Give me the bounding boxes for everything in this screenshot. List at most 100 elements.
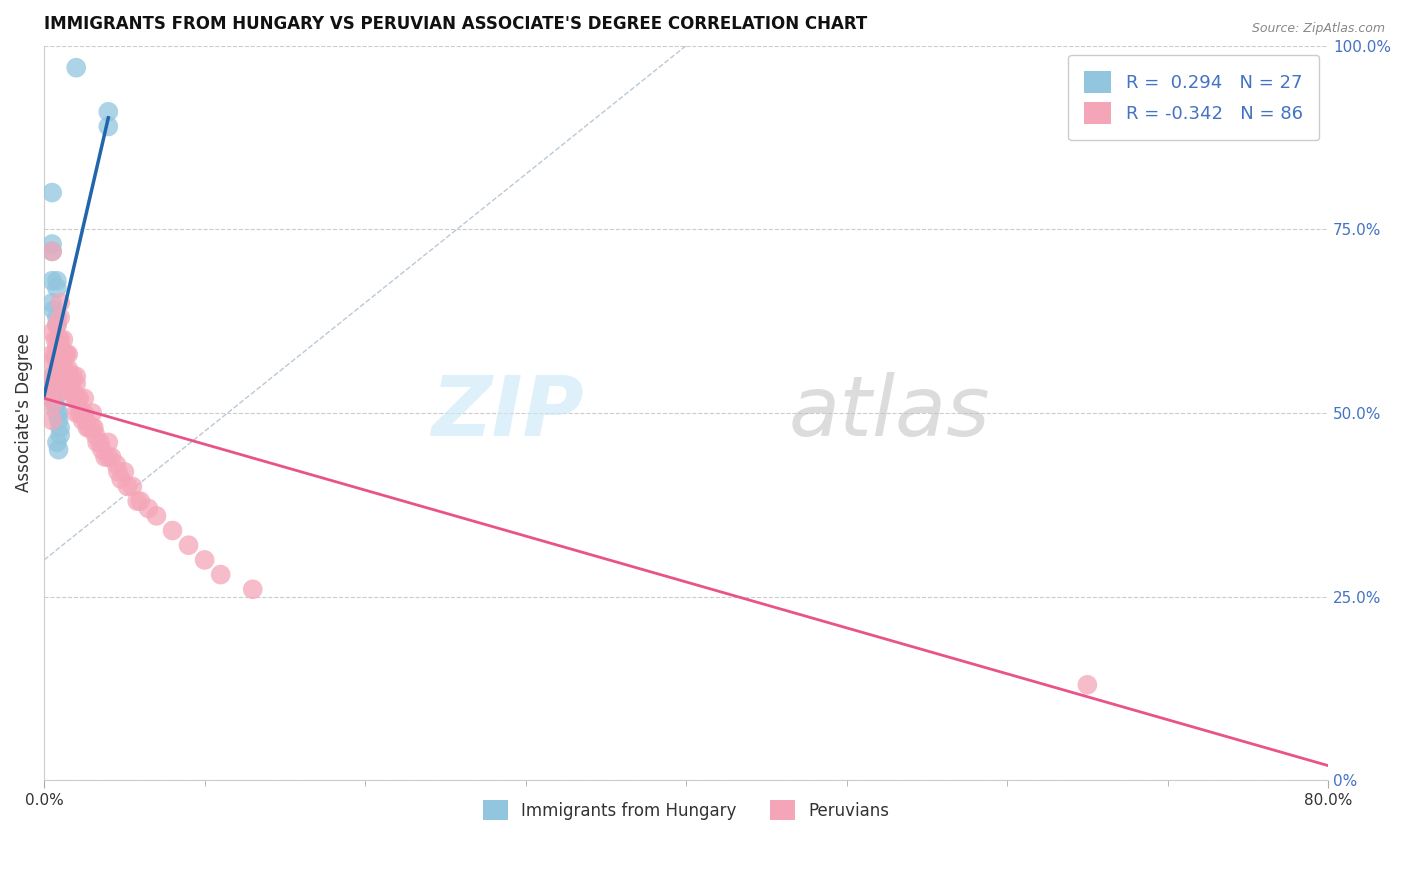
Point — [53, 362, 76, 376]
Point — [48, 413, 70, 427]
Point — [89, 435, 111, 450]
Point — [194, 553, 217, 567]
Point — [46, 354, 69, 368]
Point — [177, 538, 200, 552]
Point — [41, 186, 63, 200]
Point — [49, 310, 72, 325]
Point — [44, 399, 66, 413]
Point — [41, 369, 63, 384]
Point — [145, 508, 167, 523]
Point — [41, 413, 63, 427]
Point — [65, 406, 87, 420]
Point — [1076, 678, 1098, 692]
Point — [86, 435, 108, 450]
Point — [162, 524, 184, 538]
Point — [55, 347, 77, 361]
Point — [73, 392, 96, 406]
Text: IMMIGRANTS FROM HUNGARY VS PERUVIAN ASSOCIATE'S DEGREE CORRELATION CHART: IMMIGRANTS FROM HUNGARY VS PERUVIAN ASSO… — [44, 15, 868, 33]
Point — [82, 406, 104, 420]
Point — [52, 333, 75, 347]
Point — [242, 582, 264, 597]
Point — [46, 310, 69, 325]
Point — [44, 347, 66, 361]
Point — [52, 362, 75, 376]
Point — [53, 376, 76, 391]
Point — [46, 274, 69, 288]
Point — [65, 392, 87, 406]
Point — [46, 281, 69, 295]
Point — [60, 376, 83, 391]
Point — [66, 392, 89, 406]
Point — [65, 61, 87, 75]
Text: ZIP: ZIP — [430, 373, 583, 453]
Point — [46, 435, 69, 450]
Point — [41, 244, 63, 259]
Point — [44, 369, 66, 384]
Point — [209, 567, 232, 582]
Point — [129, 494, 152, 508]
Point — [46, 318, 69, 332]
Point — [59, 369, 82, 384]
Legend: Immigrants from Hungary, Peruvians: Immigrants from Hungary, Peruvians — [477, 793, 896, 827]
Point — [97, 104, 120, 119]
Point — [65, 376, 87, 391]
Point — [82, 420, 104, 434]
Text: atlas: atlas — [789, 373, 990, 453]
Point — [41, 274, 63, 288]
Point — [121, 479, 143, 493]
Point — [97, 120, 120, 134]
Point — [75, 413, 97, 427]
Point — [49, 384, 72, 398]
Point — [67, 392, 90, 406]
Point — [127, 494, 149, 508]
Point — [46, 376, 69, 391]
Point — [62, 384, 84, 398]
Point — [46, 318, 69, 332]
Point — [46, 340, 69, 354]
Point — [46, 406, 69, 420]
Point — [49, 340, 72, 354]
Point — [90, 442, 112, 457]
Point — [41, 369, 63, 384]
Point — [70, 406, 93, 420]
Point — [48, 376, 70, 391]
Point — [41, 325, 63, 339]
Point — [41, 354, 63, 368]
Y-axis label: Associate's Degree: Associate's Degree — [15, 334, 32, 492]
Point — [97, 435, 120, 450]
Point — [83, 420, 105, 434]
Point — [48, 347, 70, 361]
Point — [41, 392, 63, 406]
Point — [56, 362, 79, 376]
Point — [94, 450, 117, 464]
Point — [56, 347, 79, 361]
Point — [63, 392, 86, 406]
Point — [100, 450, 122, 464]
Point — [49, 369, 72, 384]
Point — [65, 369, 87, 384]
Point — [41, 347, 63, 361]
Point — [48, 333, 70, 347]
Point — [107, 465, 129, 479]
Point — [84, 428, 107, 442]
Point — [49, 428, 72, 442]
Point — [72, 413, 94, 427]
Point — [55, 369, 77, 384]
Point — [49, 295, 72, 310]
Point — [49, 333, 72, 347]
Point — [41, 244, 63, 259]
Point — [48, 442, 70, 457]
Point — [42, 303, 65, 318]
Point — [44, 392, 66, 406]
Point — [49, 354, 72, 368]
Point — [59, 384, 82, 398]
Point — [110, 472, 132, 486]
Point — [41, 376, 63, 391]
Point — [67, 406, 90, 420]
Point — [53, 347, 76, 361]
Point — [138, 501, 160, 516]
Point — [112, 465, 135, 479]
Point — [77, 420, 100, 434]
Point — [44, 333, 66, 347]
Point — [117, 479, 139, 493]
